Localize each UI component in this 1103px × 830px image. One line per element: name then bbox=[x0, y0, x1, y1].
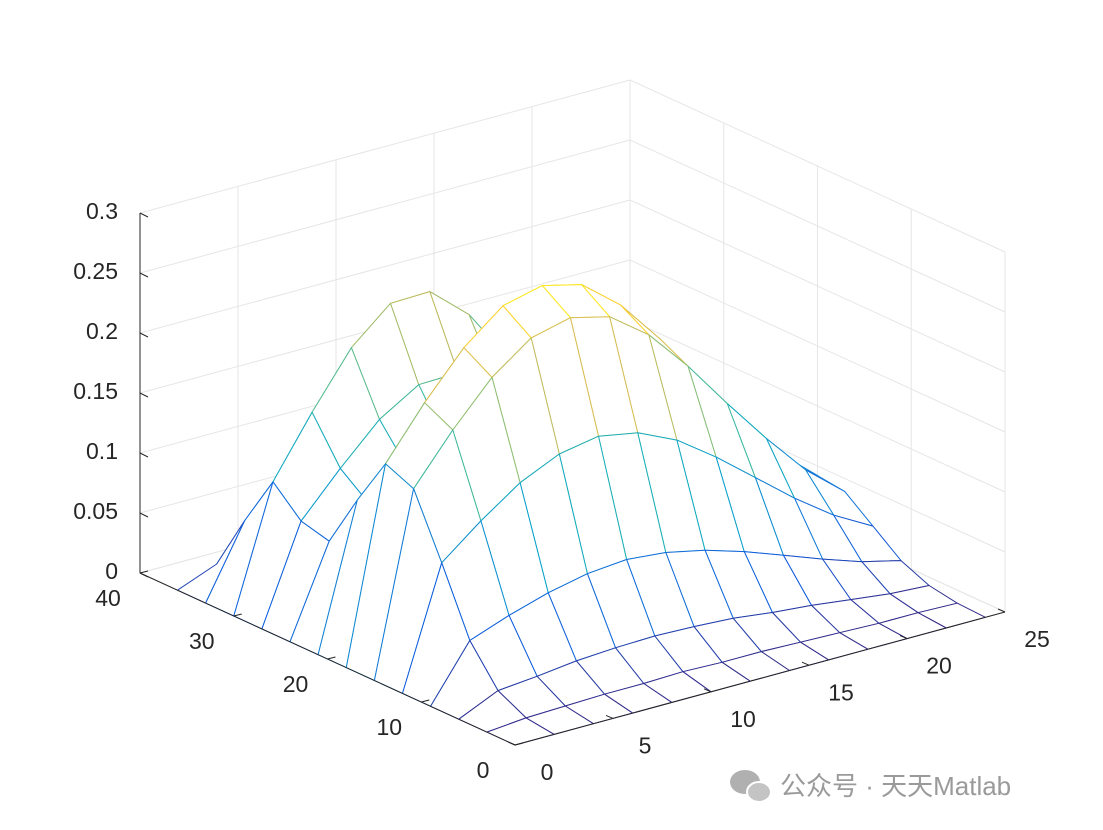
grid-line bbox=[629, 199, 1006, 373]
y-tick bbox=[139, 570, 149, 574]
z-tick-label: 0.1 bbox=[86, 438, 118, 464]
x-tick bbox=[801, 661, 810, 666]
z-tick bbox=[139, 512, 149, 518]
x-axis bbox=[514, 611, 1006, 746]
y-tick bbox=[327, 656, 336, 660]
z-tick-label: 0.05 bbox=[73, 498, 118, 524]
y-tick-label: 30 bbox=[189, 628, 215, 654]
axes: 051015202501020304000.050.10.150.20.250.… bbox=[73, 198, 1050, 785]
z-tick bbox=[139, 332, 149, 338]
z-tick-label: 0 bbox=[105, 558, 118, 584]
x-tick-label: 0 bbox=[541, 759, 554, 785]
z-tick-label: 0.2 bbox=[86, 318, 118, 344]
x-tick-label: 15 bbox=[828, 679, 854, 705]
z-tick bbox=[139, 452, 149, 458]
watermark: 公众号 · 天天Matlab bbox=[780, 771, 1011, 801]
y-tick bbox=[233, 613, 242, 617]
y-tick bbox=[421, 699, 430, 703]
grid-line bbox=[139, 139, 631, 274]
watermark-icon bbox=[730, 770, 772, 803]
z-tick-label: 0.25 bbox=[73, 258, 118, 284]
grid-line bbox=[629, 139, 1006, 313]
z-tick bbox=[139, 392, 149, 398]
grid-line bbox=[629, 79, 1006, 253]
grid-line bbox=[139, 79, 631, 214]
x-tick-label: 25 bbox=[1024, 626, 1050, 652]
x-tick-label: 20 bbox=[926, 653, 952, 679]
x-tick bbox=[605, 714, 614, 719]
x-tick-label: 5 bbox=[639, 732, 652, 758]
mesh bbox=[177, 284, 986, 746]
x-tick bbox=[507, 741, 516, 746]
y-tick-label: 10 bbox=[376, 714, 402, 740]
y-tick bbox=[514, 742, 524, 746]
z-tick bbox=[139, 572, 149, 578]
y-tick-label: 20 bbox=[283, 671, 309, 697]
y-tick-label: 0 bbox=[477, 757, 490, 783]
x-tick bbox=[703, 688, 712, 693]
grid-line bbox=[629, 259, 1006, 433]
x-tick bbox=[899, 635, 908, 640]
x-tick-label: 10 bbox=[730, 706, 756, 732]
z-tick bbox=[139, 212, 149, 218]
y-tick-label: 40 bbox=[95, 585, 121, 611]
grid-line bbox=[629, 319, 1006, 493]
grid-line bbox=[139, 199, 631, 334]
z-tick-label: 0.15 bbox=[73, 378, 118, 404]
z-tick-label: 0.3 bbox=[86, 198, 118, 224]
x-tick bbox=[997, 608, 1006, 613]
z-tick bbox=[139, 272, 149, 278]
